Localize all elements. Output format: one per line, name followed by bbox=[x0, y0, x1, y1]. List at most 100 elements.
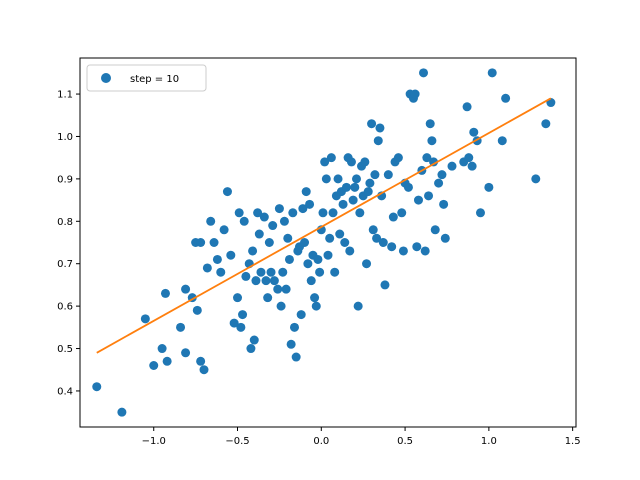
data-point bbox=[350, 182, 360, 192]
data-point bbox=[199, 365, 209, 375]
data-point bbox=[278, 267, 288, 277]
data-point bbox=[157, 344, 167, 354]
data-point bbox=[321, 174, 331, 184]
data-point bbox=[383, 170, 393, 180]
data-point bbox=[259, 212, 269, 222]
data-point bbox=[362, 259, 372, 269]
data-point bbox=[241, 271, 251, 281]
data-point bbox=[181, 348, 191, 358]
data-point bbox=[162, 356, 172, 366]
data-point bbox=[341, 182, 351, 192]
data-point bbox=[268, 221, 278, 231]
data-point bbox=[226, 250, 236, 260]
data-point bbox=[326, 153, 336, 163]
data-point bbox=[300, 238, 310, 247]
data-point bbox=[325, 233, 335, 243]
data-point bbox=[335, 229, 345, 239]
data-point bbox=[434, 178, 444, 188]
fit-line bbox=[96, 97, 552, 354]
x-axis: −1.0 −0.5 0.0 0.5 1.0 1.5 bbox=[142, 427, 581, 447]
data-point bbox=[531, 174, 541, 184]
x-tick-label: −0.5 bbox=[225, 436, 249, 447]
data-point bbox=[320, 157, 330, 167]
data-point bbox=[370, 170, 380, 180]
data-point bbox=[212, 254, 222, 264]
data-point bbox=[340, 238, 350, 247]
data-point bbox=[380, 280, 390, 290]
data-point bbox=[160, 288, 170, 298]
data-point bbox=[306, 276, 316, 286]
data-point bbox=[274, 204, 284, 214]
data-point bbox=[310, 293, 320, 303]
data-point bbox=[353, 301, 363, 311]
data-point bbox=[289, 322, 299, 332]
data-point bbox=[239, 216, 249, 226]
data-point bbox=[462, 102, 472, 112]
data-point bbox=[440, 233, 450, 243]
data-point bbox=[253, 208, 263, 218]
y-tick-label: 0.4 bbox=[57, 386, 73, 397]
y-tick-label: 1.1 bbox=[57, 90, 73, 101]
data-point bbox=[412, 242, 422, 252]
data-point bbox=[288, 208, 298, 218]
data-point bbox=[140, 314, 150, 324]
y-tick-label: 1.0 bbox=[57, 132, 73, 143]
data-point bbox=[403, 182, 413, 192]
data-point bbox=[323, 250, 333, 260]
data-point bbox=[149, 361, 159, 370]
data-point bbox=[311, 301, 321, 311]
data-point bbox=[315, 267, 325, 277]
data-point bbox=[117, 407, 127, 417]
data-point bbox=[501, 93, 511, 103]
data-point bbox=[469, 127, 479, 137]
data-point bbox=[328, 208, 338, 218]
data-point bbox=[276, 301, 286, 311]
data-point bbox=[375, 123, 385, 133]
data-point bbox=[372, 233, 382, 243]
data-point bbox=[424, 191, 434, 201]
data-point bbox=[251, 276, 261, 286]
data-point bbox=[279, 216, 289, 226]
data-point bbox=[437, 170, 447, 180]
data-point bbox=[318, 208, 328, 218]
data-point bbox=[351, 174, 361, 184]
data-point bbox=[393, 153, 403, 163]
data-point bbox=[367, 119, 377, 129]
data-point bbox=[368, 225, 378, 235]
data-point bbox=[209, 238, 219, 247]
data-point bbox=[439, 199, 449, 209]
data-point bbox=[192, 305, 202, 315]
data-point bbox=[263, 293, 273, 303]
data-point bbox=[429, 157, 439, 167]
data-point bbox=[233, 293, 243, 303]
data-point bbox=[206, 216, 216, 226]
data-point bbox=[541, 119, 551, 129]
x-tick-label: 1.0 bbox=[481, 436, 497, 447]
x-tick-label: −1.0 bbox=[142, 436, 166, 447]
data-point bbox=[467, 161, 477, 171]
legend-marker bbox=[101, 73, 111, 83]
data-point bbox=[248, 246, 258, 256]
x-tick-label: 0.5 bbox=[397, 436, 413, 447]
data-point bbox=[346, 157, 356, 167]
y-tick-label: 0.5 bbox=[57, 344, 73, 355]
data-point bbox=[333, 174, 343, 184]
y-tick-label: 0.8 bbox=[57, 217, 73, 228]
data-point bbox=[291, 352, 301, 362]
data-point bbox=[249, 335, 259, 345]
data-point bbox=[246, 344, 256, 354]
data-point bbox=[284, 254, 294, 264]
data-point bbox=[338, 199, 348, 209]
legend-label: step = 10 bbox=[130, 74, 179, 85]
data-point bbox=[363, 187, 373, 197]
x-tick-label: 0.0 bbox=[313, 436, 329, 447]
data-point bbox=[266, 267, 276, 277]
data-point bbox=[397, 208, 407, 218]
data-point bbox=[286, 339, 296, 349]
data-point bbox=[303, 259, 313, 269]
data-point bbox=[273, 284, 283, 294]
data-point bbox=[298, 204, 308, 214]
data-point bbox=[196, 238, 206, 247]
data-point bbox=[229, 318, 239, 328]
